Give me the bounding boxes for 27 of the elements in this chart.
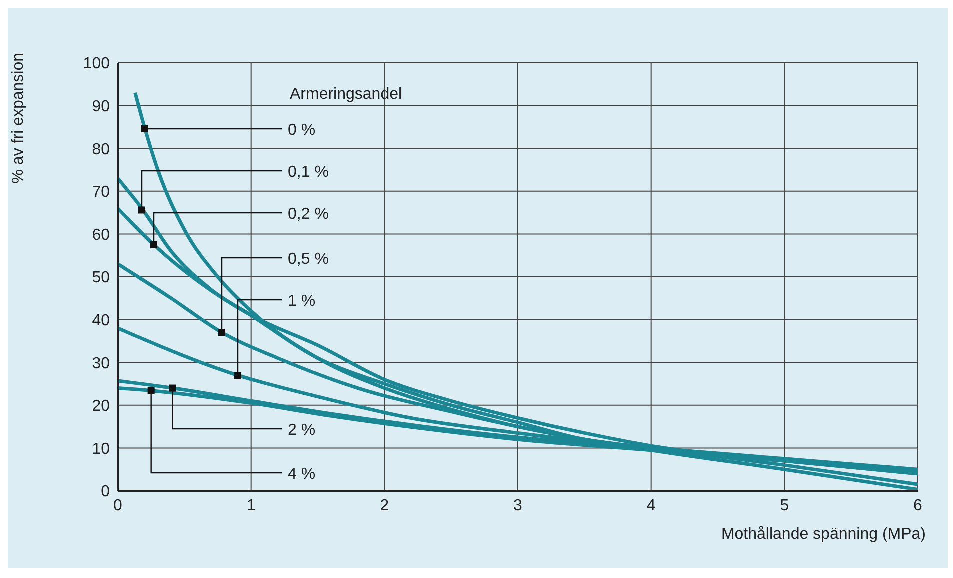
annotation: 1 % [288,293,316,310]
y-tick-label: 60 [92,226,110,244]
x-tick-label: 4 [646,497,656,514]
annotation: 4 % [288,466,316,483]
annotation: 0,5 % [288,251,329,268]
y-tick-label: 80 [92,141,110,158]
y-tick-label: 20 [92,398,110,416]
x-tick-label: 5 [780,497,790,514]
x-tick-label: 6 [914,497,923,514]
annotation: 2 % [288,422,316,439]
annotation: 0,1 % [288,164,329,181]
y-tick-label: 10 [92,440,110,458]
x-tick-label: 1 [246,497,256,514]
y-tick-label: 40 [92,312,110,330]
y-tick-label: 100 [83,56,110,73]
y-tick-label: 30 [92,355,110,372]
y-tick-label: 70 [92,184,110,202]
x-tick-label: 3 [514,497,523,514]
y-tick-label: 50 [92,270,110,287]
annotation: 0,2 % [288,206,329,223]
y-axis-title: % av fri expansion [10,53,27,184]
x-axis-title: Mothållande spänning (MPa) [721,526,926,543]
y-tick-label: 90 [92,98,110,116]
annotation: 0 % [288,122,316,139]
x-tick-label: 2 [380,497,390,514]
y-tick-label: 0 [101,484,110,501]
x-tick-label: 0 [114,497,123,514]
